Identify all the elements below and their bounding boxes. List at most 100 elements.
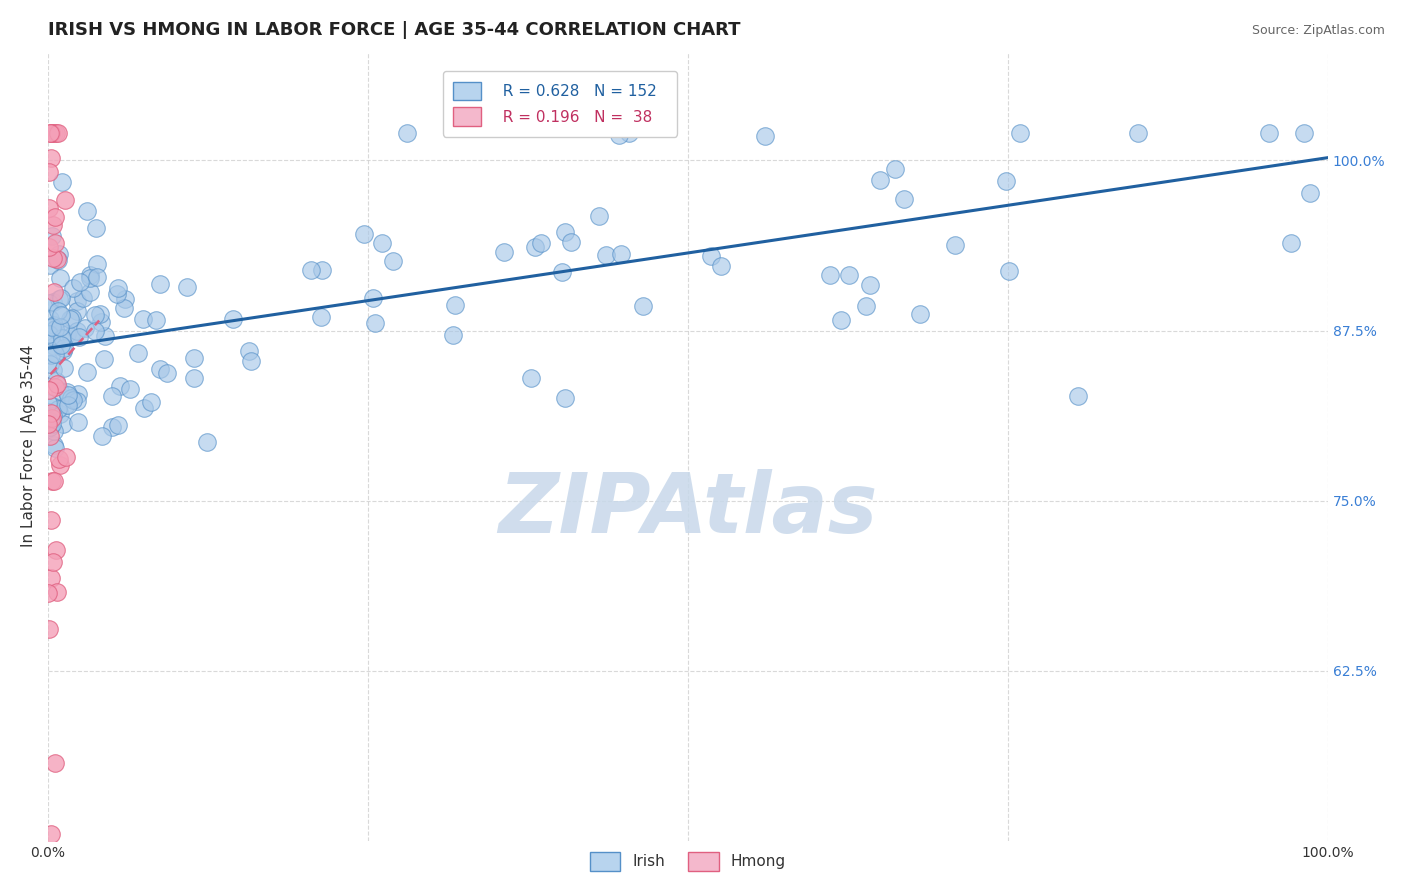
Point [51, 175, 73, 189]
Point [869, 172, 891, 186]
Point [139, 394, 162, 409]
Point [39, 513, 62, 527]
Point [998, 263, 1021, 277]
Point [105, 287, 128, 301]
Point [66, 303, 89, 318]
Point [44, 235, 66, 250]
Point [39, 329, 62, 343]
Point [46, 402, 69, 417]
Point [48, 452, 70, 467]
Point [41, 417, 63, 431]
Point [1279, 236, 1302, 251]
Text: IRISH VS HMONG IN LABOR FORCE | AGE 35-44 CORRELATION CHART: IRISH VS HMONG IN LABOR FORCE | AGE 35-4… [48, 21, 741, 39]
Point [118, 382, 141, 396]
Point [38, 429, 60, 443]
Point [994, 174, 1017, 188]
Point [883, 161, 905, 176]
Point [39, 420, 62, 434]
Point [893, 192, 915, 206]
Point [494, 244, 516, 259]
Point [859, 278, 882, 293]
Point [69, 275, 91, 289]
Point [38, 623, 60, 637]
Point [39, 406, 62, 420]
Point [197, 434, 219, 449]
Point [382, 253, 405, 268]
Point [607, 128, 630, 142]
Point [38, 417, 60, 431]
Point [48, 407, 70, 421]
Point [554, 225, 576, 239]
Point [530, 235, 553, 250]
Point [46, 126, 69, 140]
Point [67, 330, 90, 344]
Y-axis label: In Labor Force | Age 35-44: In Labor Force | Age 35-44 [21, 345, 37, 548]
Point [42, 285, 65, 300]
Text: Source: ZipAtlas.com: Source: ZipAtlas.com [1251, 24, 1385, 37]
Point [44, 442, 66, 456]
Point [60, 311, 83, 326]
Point [44, 347, 66, 361]
Point [145, 312, 167, 326]
Point [41, 229, 63, 244]
Point [551, 264, 574, 278]
Point [910, 307, 932, 321]
Point [41, 319, 63, 334]
Point [114, 293, 136, 307]
Point [42, 294, 65, 309]
Point [91, 428, 114, 442]
Point [37, 586, 59, 600]
Point [754, 129, 776, 144]
Text: ZIPAtlas: ZIPAtlas [498, 469, 877, 550]
Point [238, 343, 260, 358]
Point [838, 268, 860, 282]
Point [44, 318, 66, 332]
Point [62, 281, 84, 295]
Point [176, 279, 198, 293]
Point [46, 253, 69, 268]
Point [39, 126, 62, 140]
Point [45, 584, 67, 599]
Point [41, 411, 63, 425]
Point [58, 398, 80, 412]
Point [1258, 126, 1281, 140]
Point [51, 417, 73, 432]
Point [62, 392, 84, 407]
Point [1126, 126, 1149, 140]
Point [45, 374, 67, 388]
Point [37, 417, 59, 431]
Point [38, 404, 60, 418]
Point [523, 240, 546, 254]
Point [222, 312, 245, 326]
Point [49, 458, 72, 473]
Point [60, 329, 83, 343]
Point [39, 357, 62, 371]
Point [52, 343, 75, 358]
Point [89, 307, 111, 321]
Point [38, 240, 60, 254]
Point [710, 259, 733, 273]
Point [41, 126, 63, 140]
Point [67, 387, 90, 401]
Point [59, 311, 82, 326]
Point [42, 409, 65, 423]
Point [107, 281, 129, 295]
Point [38, 258, 60, 272]
Point [42, 363, 65, 377]
Point [66, 394, 89, 409]
Point [84, 220, 107, 235]
Point [38, 384, 60, 398]
Point [66, 293, 89, 308]
Point [73, 320, 96, 334]
Point [53, 360, 76, 375]
Point [1298, 186, 1320, 200]
Point [41, 555, 63, 569]
Point [39, 151, 62, 165]
Point [52, 341, 75, 355]
Legend: Irish, Hmong: Irish, Hmong [583, 846, 792, 877]
Point [94, 329, 117, 343]
Point [53, 194, 76, 208]
Point [45, 126, 67, 140]
Point [76, 203, 98, 218]
Point [311, 263, 333, 277]
